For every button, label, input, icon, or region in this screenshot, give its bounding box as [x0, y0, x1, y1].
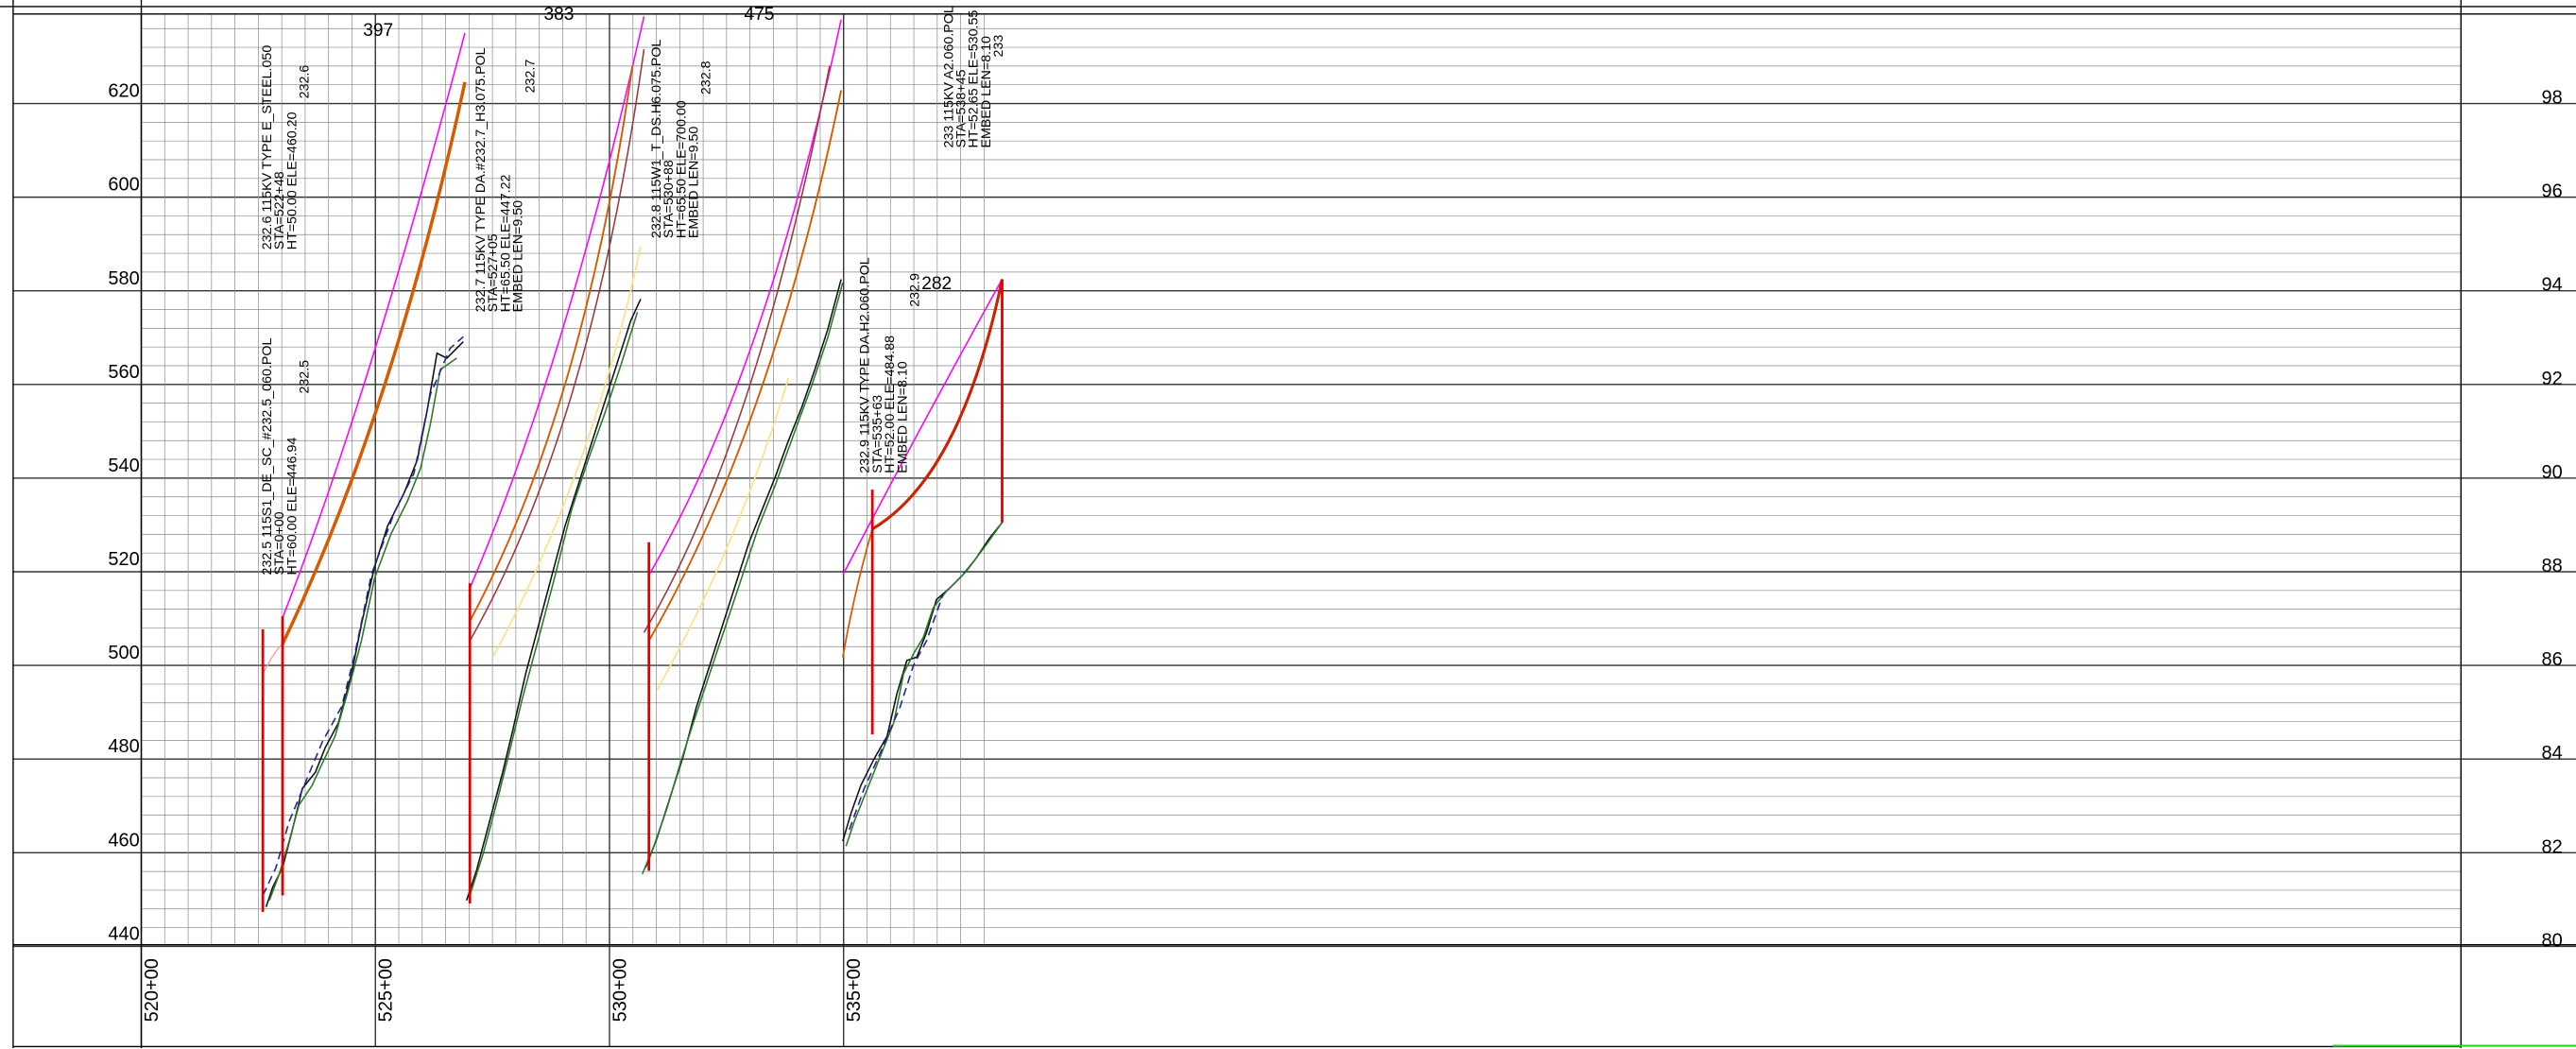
structure-annotation: EMBED LEN=9.50	[510, 200, 525, 312]
structure-annotation: 232.9	[908, 273, 923, 307]
elevation-label-right: 80	[2541, 930, 2562, 951]
elevation-label-right: 98	[2541, 88, 2562, 109]
elevation-label: 620	[108, 81, 139, 102]
structure-annotation: 233 115KV A2.060.POL	[941, 6, 956, 147]
labels: 620 600 580 560 540 520 500 480 460 440 98 96 94 92 90…	[108, 5, 2562, 1022]
structure-annotation: EMBED LEN=9.50	[687, 127, 702, 238]
structure-annotation: 232.6 115KV TYPE E_STEEL.050	[260, 45, 275, 250]
structure-annotation: 232.5 115S1_DE_SC_#232.5_060.POL	[260, 338, 275, 576]
structure-annotation: 233	[991, 35, 1006, 58]
span-length: 475	[745, 5, 775, 25]
elevation-label-right: 96	[2541, 181, 2562, 202]
structure-annotation: 232.8 115W1_T_DS.H6.075.POL	[649, 40, 664, 239]
elevation-label-right: 92	[2541, 369, 2562, 389]
structure-annotation: STA=535+63	[870, 395, 885, 473]
structures	[261, 279, 1004, 912]
elevation-label-right: 94	[2541, 275, 2562, 296]
elevation-label-right: 84	[2541, 743, 2562, 764]
conductors	[262, 16, 1005, 691]
structure-annotation: HT=50.00 ELE=460.20	[284, 112, 300, 249]
structure-annotation: HT=52.65 ELE=530.55	[967, 10, 982, 148]
structure-annotation: 232.7 115KV TYPE DA.#232.7_H3.075.POL	[473, 47, 489, 312]
structure-annotation: 232.9 115KV TYPE DA.H2.060.POL	[858, 257, 873, 473]
grid	[12, 13, 2576, 1047]
structure-annotation: 232.5	[297, 360, 312, 394]
elevation-label: 460	[108, 830, 139, 851]
structure-annotation: STA=538+45	[954, 69, 970, 147]
elevation-label: 560	[108, 362, 139, 383]
elevation-label: 480	[108, 736, 139, 757]
structure-annotation: 232.8	[699, 60, 714, 95]
elevation-label: 580	[108, 268, 139, 289]
elevation-label-right: 82	[2541, 836, 2562, 857]
station-label: 525+00	[376, 958, 397, 1022]
structure-annotation: STA=530+88	[661, 160, 677, 238]
elevation-label: 500	[108, 643, 139, 663]
structure-annotation: HT=65.50 ELE=447.22	[498, 174, 513, 312]
station-label: 530+00	[610, 958, 630, 1022]
structure-annotation: HT=52.00 ELE=484.88	[883, 335, 898, 473]
elevation-label: 540	[108, 456, 139, 476]
structure-annotation: HT=60.00 ELE=446.94	[284, 438, 300, 576]
structure-annotation: HT=65.50 ELE=700.00	[674, 100, 689, 238]
elevation-label-right: 90	[2541, 462, 2562, 483]
elevation-label: 520	[108, 549, 139, 570]
station-label: 535+00	[844, 958, 865, 1022]
structure-annotation: 232.7	[524, 60, 539, 94]
structure-annotation: EMBED LEN=8.10	[895, 361, 910, 473]
structure-annotation: STA=527+05	[486, 233, 501, 312]
elevation-label: 440	[108, 923, 139, 944]
structure-annotation: 232.6	[297, 65, 312, 99]
structure-annotation: EMBED LEN=8.10	[979, 36, 994, 147]
structure-annotation: STA=0+00	[272, 511, 287, 575]
structure-annotation: STA=522+48	[272, 171, 287, 249]
station-label: 520+00	[142, 958, 163, 1022]
elevation-label-right: 88	[2541, 556, 2562, 576]
elevation-label: 600	[108, 175, 139, 196]
ground-profiles	[262, 279, 1004, 907]
span-length: 282	[921, 274, 952, 294]
elevation-label-right: 86	[2541, 649, 2562, 670]
span-length: 383	[543, 5, 574, 25]
span-length: 397	[363, 21, 393, 41]
